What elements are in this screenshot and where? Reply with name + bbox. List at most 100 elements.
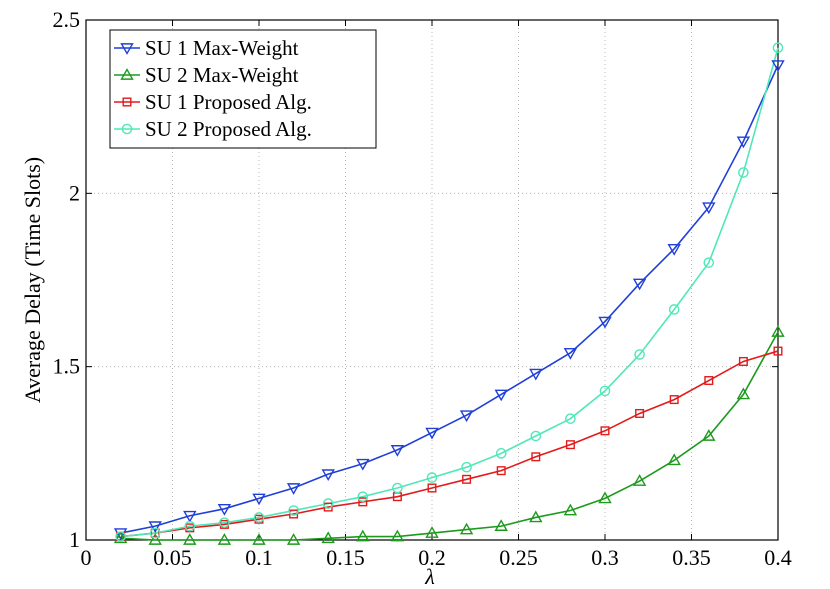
data-point xyxy=(184,520,196,532)
data-point xyxy=(427,483,437,493)
data-point xyxy=(600,426,610,436)
legend-label: SU 1 Max-Weight xyxy=(145,36,299,60)
data-point xyxy=(771,60,785,72)
data-point xyxy=(392,482,403,494)
legend-marker xyxy=(120,68,134,80)
series-line-3 xyxy=(120,350,779,538)
data-point xyxy=(286,483,301,495)
data-point xyxy=(738,356,748,366)
series-points-2 xyxy=(113,325,785,545)
data-point xyxy=(667,243,681,256)
data-point xyxy=(531,452,541,462)
data-point xyxy=(358,497,368,507)
legend: SU 1 Max-Weight SU 2 Max-Weight SU 1 Propo… xyxy=(109,29,377,149)
legend-item-2: SU 2 Max-Weight xyxy=(114,63,299,87)
x-axis-label: λ xyxy=(424,564,435,589)
data-point xyxy=(771,325,785,337)
legend-label: SU 1 Proposed Alg. xyxy=(145,90,312,114)
data-point xyxy=(459,522,474,535)
legend-marker xyxy=(121,123,133,135)
data-point xyxy=(390,445,405,457)
x-tick-label: 0.1 xyxy=(245,545,273,570)
data-point xyxy=(702,202,716,215)
data-point xyxy=(669,395,679,405)
data-point xyxy=(217,533,232,545)
x-tick-label: 0 xyxy=(81,545,92,570)
data-point xyxy=(598,491,612,504)
data-point xyxy=(635,408,645,418)
data-point xyxy=(357,491,369,502)
series-markers xyxy=(113,42,785,545)
data-point xyxy=(288,505,299,516)
x-tick-label: 0.4 xyxy=(764,545,792,570)
data-point xyxy=(496,466,506,476)
data-point xyxy=(598,316,612,329)
x-tick-label: 0.3 xyxy=(591,545,619,570)
series-line-4 xyxy=(120,47,779,538)
data-point xyxy=(530,430,542,442)
legend-box xyxy=(109,29,377,149)
data-point xyxy=(632,278,647,291)
legend-item-1: SU 1 Max-Weight xyxy=(114,36,299,60)
data-point xyxy=(356,458,370,471)
y-axis-label: Average Delay (Time Slots) xyxy=(20,157,45,403)
data-point xyxy=(704,376,714,386)
data-point xyxy=(148,521,162,534)
data-point xyxy=(461,461,472,473)
data-point xyxy=(632,474,647,486)
data-point xyxy=(150,528,160,538)
data-point xyxy=(113,531,128,544)
series-points-1 xyxy=(113,60,785,540)
data-point xyxy=(494,519,508,531)
y-tick-label: 1 xyxy=(69,527,80,552)
data-point xyxy=(183,533,197,545)
data-point xyxy=(634,349,645,360)
data-point xyxy=(495,448,507,459)
data-point xyxy=(252,533,266,545)
legend-item-4: SU 2 Proposed Alg. xyxy=(114,117,312,141)
data-point xyxy=(494,389,508,402)
series-line-2 xyxy=(120,331,779,541)
data-point xyxy=(115,531,126,542)
data-point xyxy=(390,529,405,542)
data-point xyxy=(563,347,578,360)
data-point xyxy=(772,42,784,54)
data-point xyxy=(702,429,716,441)
data-point xyxy=(426,472,438,483)
x-tick-label: 0.2 xyxy=(418,545,446,570)
legend-marker xyxy=(120,43,134,55)
data-point xyxy=(736,136,751,149)
data-point xyxy=(425,427,439,440)
data-point xyxy=(667,453,681,466)
data-point xyxy=(219,517,230,528)
data-point xyxy=(253,512,265,523)
data-point xyxy=(149,527,161,539)
axis-ticks: 0 0.05 0.1 0.15 0.2 0.25 0.3 0.35 0.4 1 1.5 2 2.5 xyxy=(53,7,792,570)
data-point xyxy=(565,440,575,450)
data-point xyxy=(459,410,474,423)
data-point xyxy=(565,413,576,424)
y-tick-label: 2 xyxy=(69,180,80,205)
data-point xyxy=(703,257,715,268)
series-points-4 xyxy=(115,42,784,542)
data-point xyxy=(356,529,370,542)
data-point xyxy=(773,346,783,356)
data-point xyxy=(321,469,335,482)
x-tick-label: 0.25 xyxy=(499,545,538,570)
data-point xyxy=(736,387,751,400)
grid xyxy=(86,20,778,540)
data-point xyxy=(529,510,543,523)
data-point xyxy=(183,510,197,523)
legend-label: SU 2 Max-Weight xyxy=(145,63,299,87)
data-point xyxy=(286,533,301,545)
x-tick-label: 0.15 xyxy=(326,545,365,570)
data-point xyxy=(113,528,128,540)
legend-label: SU 2 Proposed Alg. xyxy=(145,117,312,141)
legend-item-3: SU 1 Proposed Alg. xyxy=(114,90,312,114)
data-point xyxy=(322,498,334,509)
data-point xyxy=(425,526,439,538)
x-tick-label: 0.05 xyxy=(153,545,192,570)
data-point xyxy=(217,503,232,516)
